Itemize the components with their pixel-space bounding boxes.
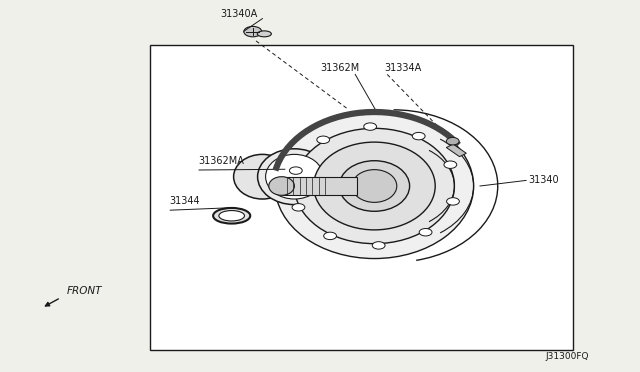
Ellipse shape <box>314 142 435 230</box>
Bar <box>150 45 573 350</box>
Text: 31334A: 31334A <box>384 62 421 73</box>
Text: 31362M: 31362M <box>320 62 359 73</box>
Circle shape <box>447 198 460 205</box>
Circle shape <box>444 161 457 169</box>
Circle shape <box>292 203 305 211</box>
Text: FRONT: FRONT <box>67 286 102 296</box>
Bar <box>282 177 357 195</box>
Ellipse shape <box>219 211 244 221</box>
Ellipse shape <box>257 149 332 205</box>
Circle shape <box>324 232 337 240</box>
Circle shape <box>372 242 385 249</box>
Circle shape <box>364 123 376 130</box>
Ellipse shape <box>339 161 410 211</box>
Ellipse shape <box>294 128 454 244</box>
Circle shape <box>412 132 425 140</box>
Circle shape <box>289 167 302 174</box>
Ellipse shape <box>266 154 323 199</box>
Text: 31340: 31340 <box>528 176 559 185</box>
Ellipse shape <box>213 208 250 224</box>
Ellipse shape <box>352 170 397 202</box>
Ellipse shape <box>257 31 271 37</box>
Text: 31340A: 31340A <box>221 9 258 19</box>
Ellipse shape <box>234 154 291 199</box>
Circle shape <box>419 228 432 236</box>
Text: 31362MA: 31362MA <box>198 155 244 166</box>
Circle shape <box>244 26 262 37</box>
Text: 31344: 31344 <box>170 196 200 206</box>
Circle shape <box>446 138 459 145</box>
Ellipse shape <box>269 177 294 195</box>
Ellipse shape <box>275 113 474 259</box>
Bar <box>446 144 467 157</box>
Circle shape <box>317 136 330 144</box>
Text: J31300FQ: J31300FQ <box>545 352 589 361</box>
